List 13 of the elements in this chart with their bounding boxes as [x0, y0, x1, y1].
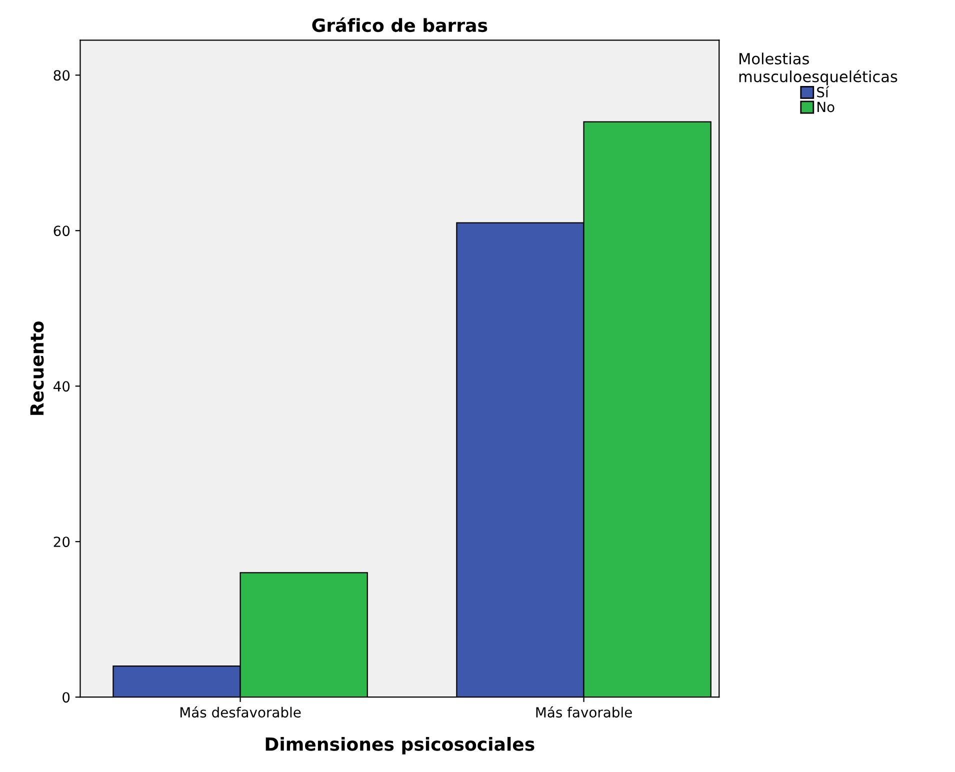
y-tick-label: 20	[54, 536, 70, 548]
legend-title: Molestias musculoesqueléticas	[739, 52, 898, 86]
y-axis-title: Recuento	[30, 321, 44, 415]
legend-label: Sí	[817, 86, 830, 98]
y-tick-label: 80	[54, 70, 70, 81]
x-axis-title: Dimensiones psicosociales	[266, 736, 534, 754]
chart-title: Gráfico de barras	[312, 17, 488, 32]
y-tick-label: 0	[62, 692, 70, 703]
x-tick-label: Más desfavorable	[180, 706, 301, 718]
legend-label: No	[818, 102, 834, 112]
y-tick-label: 60	[54, 226, 70, 236]
y-tick-label: 40	[54, 381, 70, 392]
x-tick-label: Más favorable	[536, 706, 632, 718]
